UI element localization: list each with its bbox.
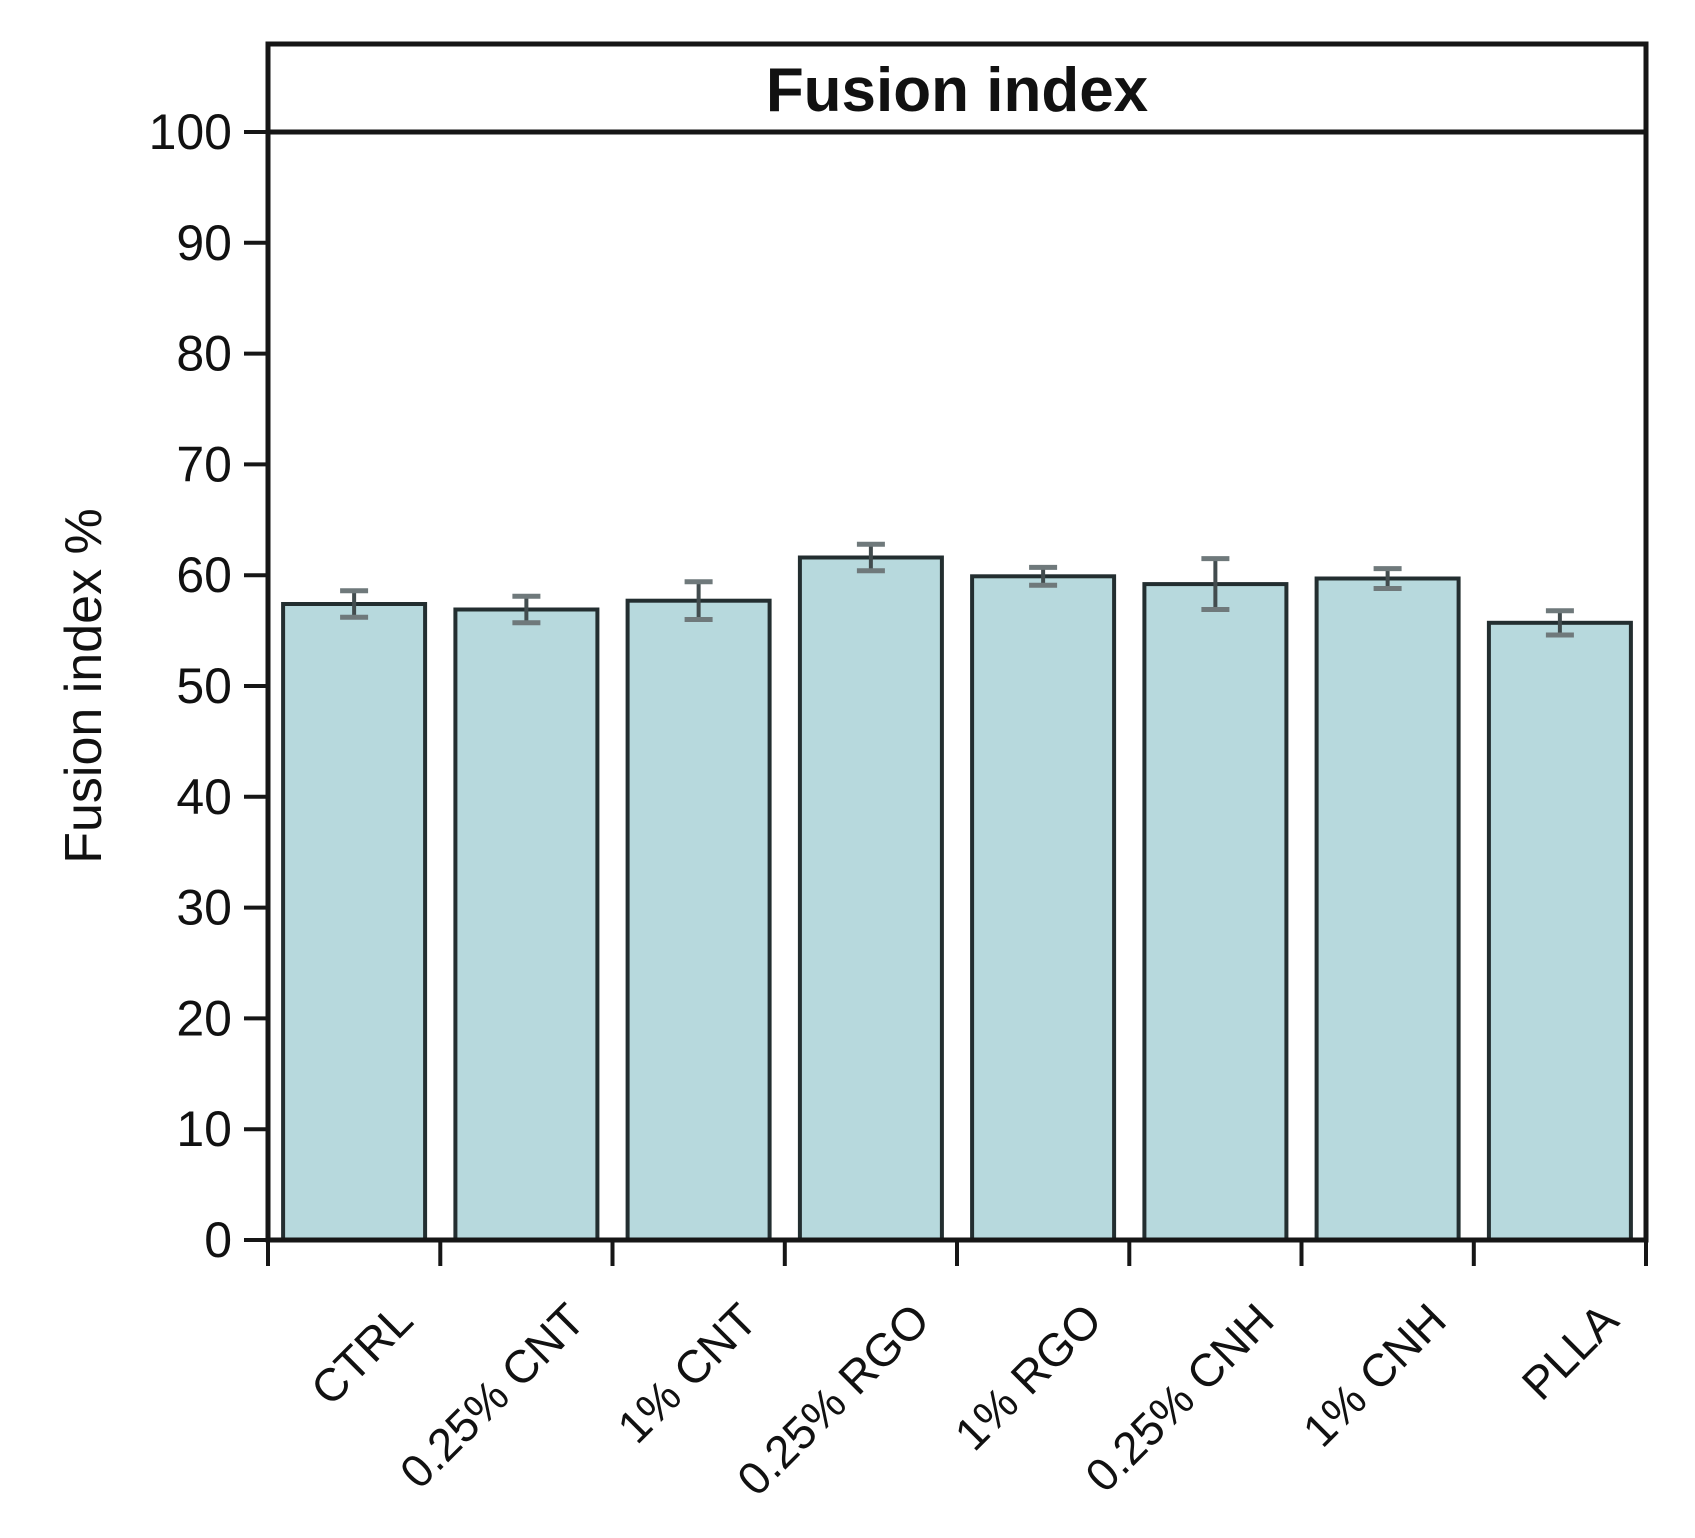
bar-1% RGO: [970, 574, 1117, 1242]
y-tick-label-80: 80: [176, 326, 232, 382]
x-category-label-1% CNH: 1% CNH: [1293, 1293, 1456, 1456]
y-tick-label-0: 0: [204, 1212, 232, 1268]
y-tick-label-90: 90: [176, 215, 232, 271]
bar-1% CNH: [1314, 576, 1461, 1242]
x-category-label-CTRL: CTRL: [301, 1293, 423, 1415]
y-tick-label-20: 20: [176, 990, 232, 1046]
y-tick-label-60: 60: [176, 547, 232, 603]
x-category-label-1% CNT: 1% CNT: [607, 1293, 767, 1453]
y-tick-label-30: 30: [176, 880, 232, 936]
bar-0.25% CNH: [1142, 582, 1289, 1242]
y-axis-title: Fusion index %: [55, 508, 113, 864]
y-tick-label-40: 40: [176, 769, 232, 825]
bar-0.25% RGO: [797, 555, 944, 1242]
bar-PLLA: [1486, 620, 1633, 1242]
bar-CTRL: [281, 602, 428, 1242]
x-category-label-1% RGO: 1% RGO: [944, 1293, 1111, 1460]
x-category-label-0.25% CNT: 0.25% CNT: [390, 1293, 595, 1498]
y-tick-label-100: 100: [149, 104, 232, 160]
y-tick-label-50: 50: [176, 658, 232, 714]
x-category-label-0.25% CNH: 0.25% CNH: [1075, 1293, 1284, 1502]
y-tick-label-10: 10: [176, 1101, 232, 1157]
chart-title: Fusion index: [766, 56, 1149, 125]
bar-0.25% CNT: [453, 607, 600, 1242]
y-tick-label-70: 70: [176, 436, 232, 492]
x-category-label-PLLA: PLLA: [1512, 1293, 1629, 1410]
bar-1% CNT: [625, 598, 772, 1242]
